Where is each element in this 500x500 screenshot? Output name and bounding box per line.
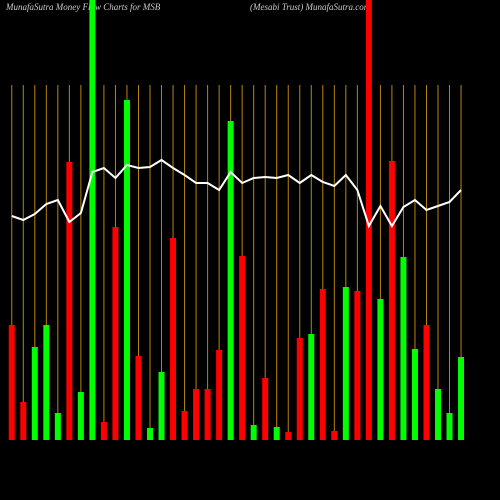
bar — [216, 350, 223, 440]
bar — [123, 100, 130, 440]
bar — [354, 291, 361, 440]
bar — [77, 392, 84, 440]
plot-area — [8, 0, 465, 440]
bar — [296, 338, 303, 440]
bar — [423, 325, 430, 440]
bar — [342, 287, 349, 440]
bar — [170, 238, 177, 440]
bar — [66, 162, 73, 440]
bar — [250, 425, 257, 440]
bar — [273, 427, 280, 440]
bar — [147, 428, 153, 440]
bar — [31, 347, 38, 440]
bar — [435, 389, 441, 440]
bar — [54, 413, 61, 440]
bar — [181, 411, 188, 440]
bar — [158, 372, 165, 440]
bar — [239, 256, 246, 440]
bar — [204, 389, 211, 440]
bar — [8, 325, 15, 440]
chart-title: MunafaSutra Money Flow Charts for MSB — [5, 2, 161, 12]
bar — [377, 299, 384, 440]
bar — [43, 325, 50, 440]
bar — [331, 431, 338, 440]
bar — [112, 227, 119, 440]
bar — [411, 349, 418, 440]
bar — [400, 257, 407, 440]
bar — [20, 402, 27, 440]
bar — [100, 422, 107, 440]
flow-line — [11, 158, 462, 229]
bar — [262, 378, 269, 440]
bar — [89, 0, 96, 440]
bar — [365, 0, 372, 440]
bar — [319, 289, 326, 440]
bar — [388, 161, 395, 440]
bar — [458, 357, 465, 440]
bar — [193, 389, 200, 440]
chart-subtitle: (Mesabi Trust) MunafaSutra.com — [250, 2, 371, 12]
bar — [227, 121, 234, 440]
bar — [135, 356, 142, 440]
bar — [308, 334, 315, 440]
bar — [285, 432, 292, 440]
bar — [446, 413, 453, 440]
